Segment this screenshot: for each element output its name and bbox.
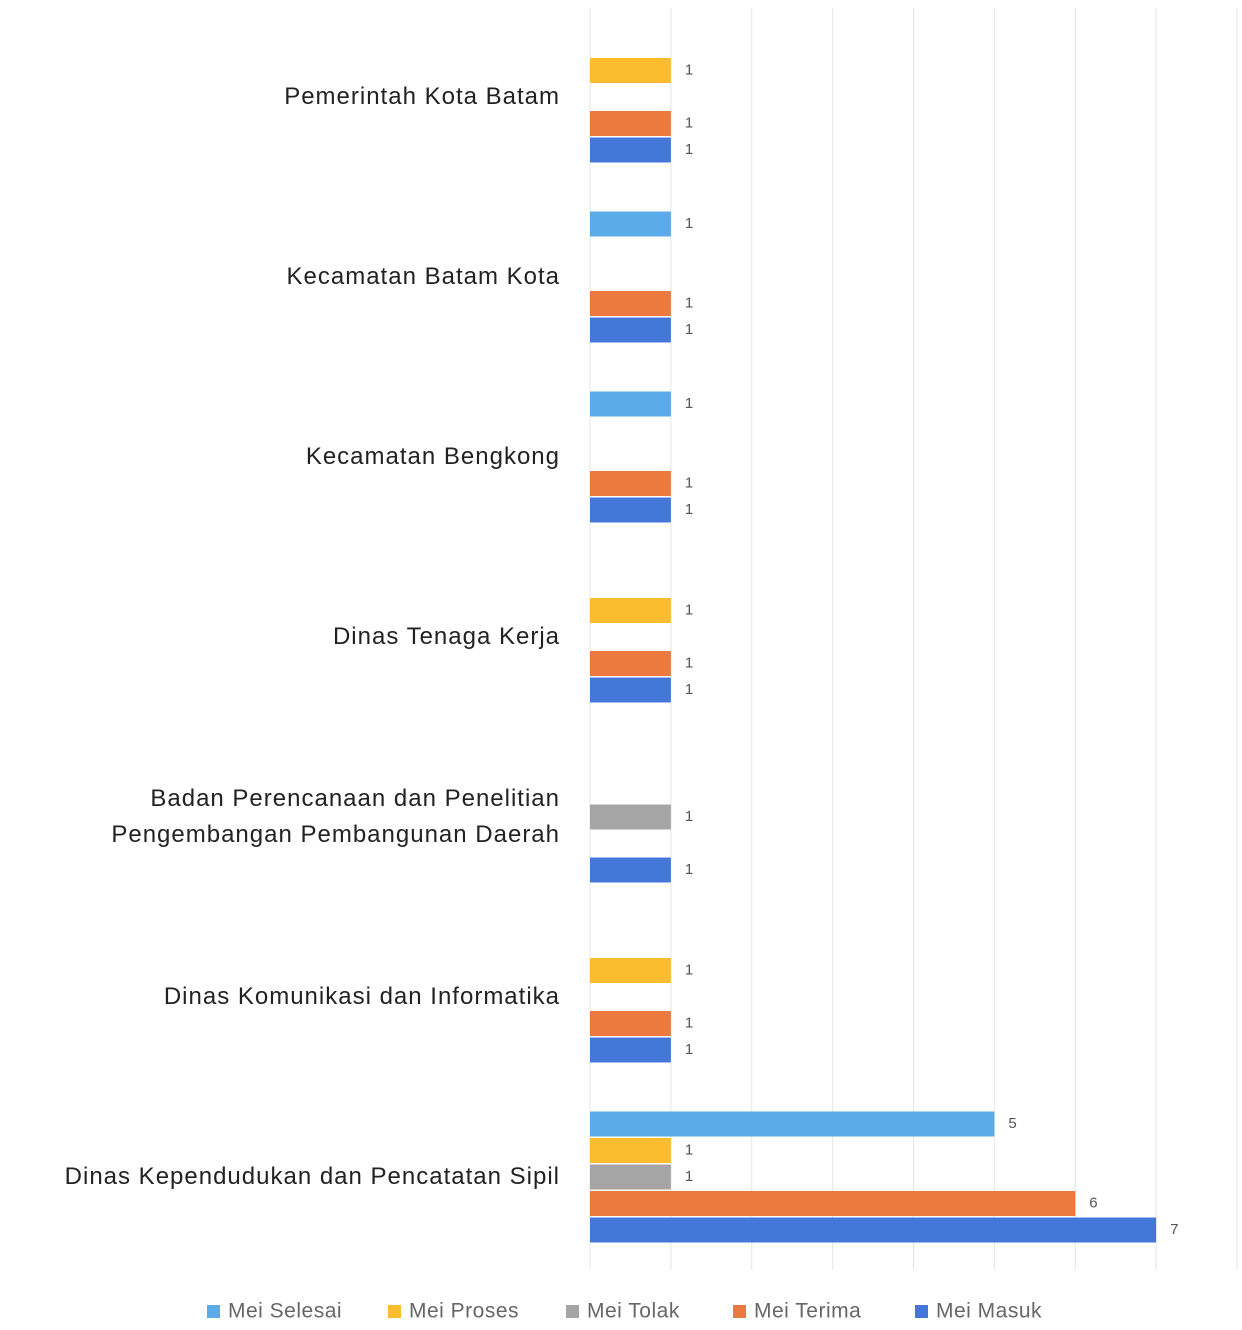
category-label: Kecamatan Batam Kota (286, 263, 560, 290)
category-label: Badan Perencanaan dan Penelitian Pengemb… (111, 785, 560, 848)
bar (590, 958, 671, 983)
data-label: 1 (685, 601, 693, 618)
legend-label: Mei Terima (754, 1300, 861, 1323)
category-label: Dinas Komunikasi dan Informatika (163, 983, 560, 1010)
bar (590, 804, 671, 830)
data-label: 1 (685, 861, 693, 878)
data-label: 1 (685, 1041, 693, 1058)
data-label: 1 (685, 654, 693, 671)
legend-swatch (915, 1305, 928, 1318)
bar (590, 497, 671, 523)
category-label: Dinas Tenaga Kerja (332, 623, 560, 650)
bar (590, 58, 671, 83)
bar (590, 137, 671, 163)
category-label: Pemerintah Kota Batam (284, 83, 560, 110)
bar (590, 1164, 671, 1190)
bar (590, 598, 671, 623)
data-label: 1 (685, 474, 693, 491)
bar (590, 1111, 995, 1137)
data-label: 1 (685, 1168, 693, 1185)
legend-label: Mei Proses (409, 1300, 519, 1323)
bar (590, 1037, 671, 1063)
category-label: Dinas Kependudukan dan Pencatatan Sipil (64, 1163, 560, 1190)
data-label: 6 (1089, 1194, 1097, 1211)
bar (590, 1011, 671, 1036)
data-label: 1 (685, 808, 693, 825)
bar (590, 1191, 1076, 1216)
bar (590, 291, 671, 316)
legend-swatch (733, 1305, 746, 1318)
bar (590, 317, 671, 343)
data-label: 1 (685, 1014, 693, 1031)
legend-label: Mei Masuk (936, 1300, 1042, 1323)
data-label: 1 (685, 1141, 693, 1158)
data-label: 7 (1170, 1221, 1178, 1238)
data-label: 5 (1008, 1115, 1016, 1132)
data-label: 1 (685, 294, 693, 311)
legend-label: Mei Selesai (228, 1300, 342, 1323)
data-label: 1 (685, 61, 693, 78)
data-label: 1 (685, 215, 693, 232)
legend-swatch (566, 1305, 579, 1318)
bar (590, 391, 671, 417)
data-label: 1 (685, 681, 693, 698)
bar (590, 857, 671, 883)
bar (590, 651, 671, 676)
data-label: 1 (685, 395, 693, 412)
legend-swatch (207, 1305, 220, 1318)
data-label: 1 (685, 961, 693, 978)
bar (590, 1138, 671, 1163)
data-label: 1 (685, 501, 693, 518)
bar (590, 211, 671, 237)
bar (590, 677, 671, 703)
data-label: 1 (685, 321, 693, 338)
bar (590, 111, 671, 136)
legend-swatch (388, 1305, 401, 1318)
bar (590, 471, 671, 496)
bar (590, 1217, 1157, 1243)
data-label: 1 (685, 141, 693, 158)
legend-label: Mei Tolak (587, 1300, 680, 1323)
category-label: Kecamatan Bengkong (305, 443, 560, 470)
data-label: 1 (685, 114, 693, 131)
